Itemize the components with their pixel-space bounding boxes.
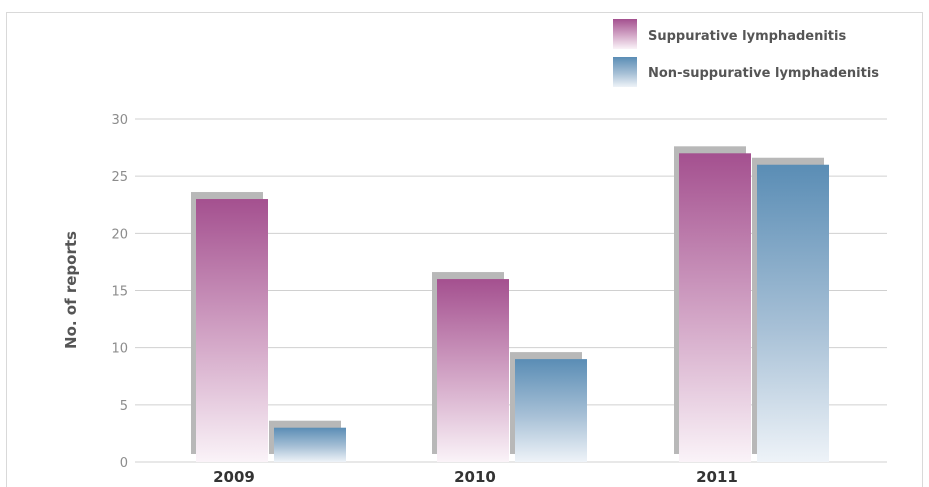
x-axis-ticks: 2009 2010 2011	[213, 468, 738, 486]
bar-non-suppurative-2010	[515, 359, 587, 462]
y-tick-label: 0	[120, 456, 128, 471]
legend: Suppurative lymphadenitis Non-suppurativ…	[613, 19, 879, 87]
x-tick-label: 2009	[213, 468, 255, 486]
y-tick-label: 20	[111, 227, 128, 242]
x-tick-label: 2011	[696, 468, 738, 486]
y-axis-label: No. of reports	[62, 231, 80, 349]
y-tick-label: 15	[111, 285, 128, 300]
bar-non-suppurative-2009	[274, 427, 346, 462]
bar-suppurative-2010	[437, 279, 509, 462]
bar-suppurative-2011	[679, 153, 751, 463]
legend-label-suppurative: Suppurative lymphadenitis	[648, 29, 846, 44]
y-tick-label: 25	[111, 170, 128, 185]
bar-suppurative-2009	[196, 199, 268, 463]
y-tick-label: 30	[111, 113, 128, 128]
bar-non-suppurative-2011	[757, 164, 829, 462]
y-axis-ticks: 0 5 10 15 20 25 30	[111, 113, 128, 471]
bars	[191, 146, 829, 463]
y-tick-label: 10	[111, 342, 128, 357]
y-tick-label: 5	[120, 399, 128, 414]
x-tick-label: 2010	[454, 468, 496, 486]
chart-frame	[6, 12, 923, 487]
legend-swatch-non-suppurative	[613, 57, 637, 87]
legend-swatch-suppurative	[613, 19, 637, 49]
legend-label-non-suppurative: Non-suppurative lymphadenitis	[648, 66, 879, 81]
